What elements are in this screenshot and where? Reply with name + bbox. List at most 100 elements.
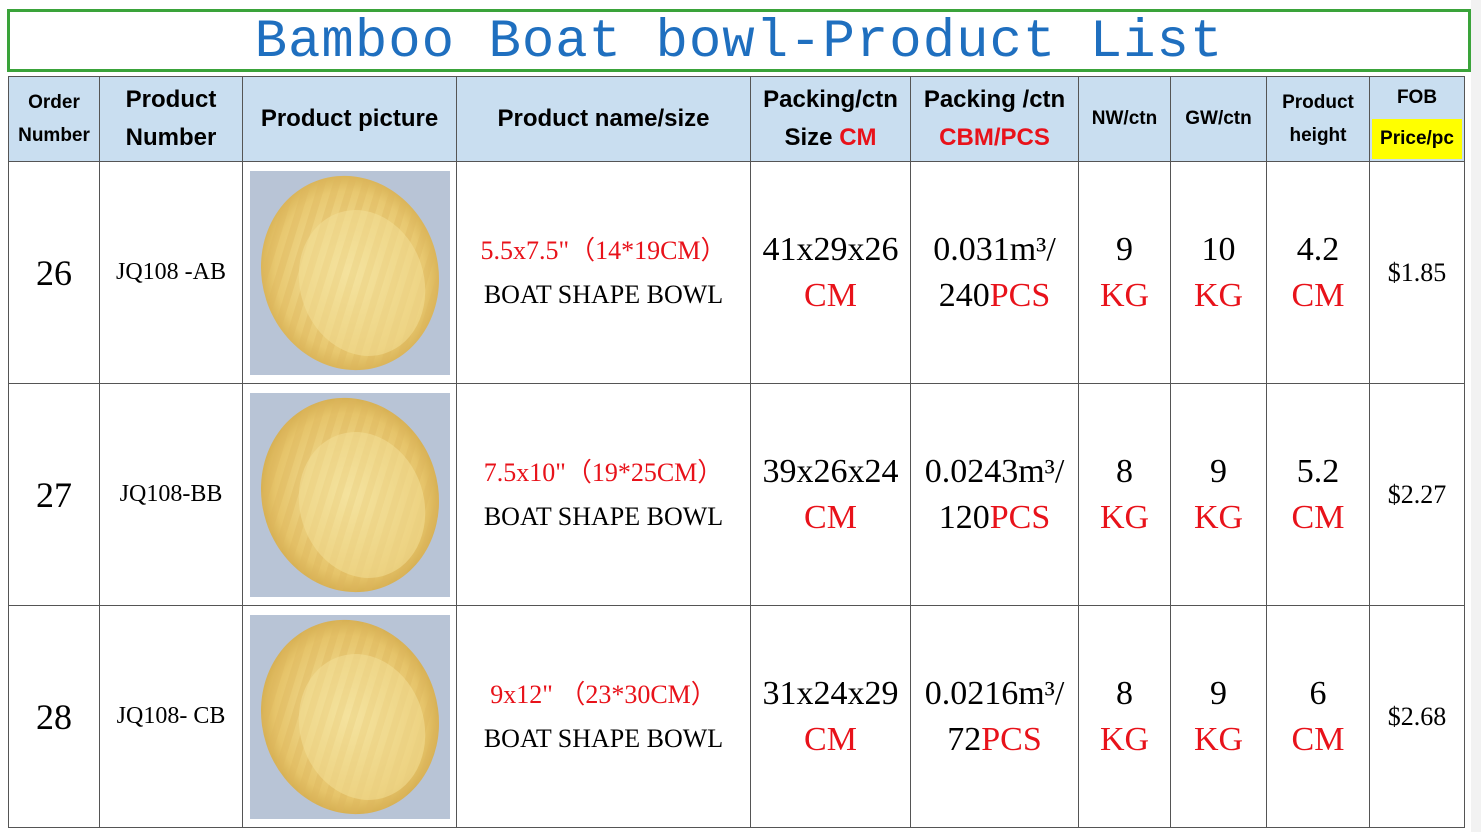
product-picture-cell [242,161,457,384]
gw-unit: KG [1193,720,1244,758]
product-desc-text: BOAT SHAPE BOWL [483,279,724,309]
header-fob: FOB Price/pc [1369,76,1465,162]
header-order-line2: Number [18,125,90,146]
price-cell: $1.85 [1369,161,1465,384]
product-size-text: 7.5x10"（19*25CM） [483,457,724,487]
header-pnum-line2: Number [125,124,217,151]
header-fob-top: FOB [1396,87,1438,108]
header-row: Order Number Product Number Product pict… [8,76,1465,162]
pcs-qty: 240 [938,276,990,314]
page-title: Bamboo Boat bowl-Product List [254,11,1224,73]
header-packing-line1: Packing/ctn [763,86,898,113]
bowl-image [249,614,450,819]
header-fob-price: Price/pc [1372,119,1462,159]
product-desc-text: BOAT SHAPE BOWL [483,501,724,531]
order-number-cell: 26 [8,161,100,384]
product-number-cell: JQ108-BB [99,383,243,606]
cbm-value-line: 0.0216m³/ [911,671,1078,717]
nw-unit: KG [1099,276,1150,314]
product-picture-cell [242,605,457,828]
sheet-edge [1471,0,1481,832]
gw-unit: KG [1193,498,1244,536]
header-packing-cbm: Packing /ctn CBM/PCS [910,76,1079,162]
gw-cell: 9 KG [1170,383,1267,606]
cbm-value: 0.0243m³/ [924,452,1065,490]
header-height-line2: height [1289,125,1347,146]
height-unit: CM [1291,720,1345,758]
height-unit: CM [1291,276,1345,314]
price-cell: $2.27 [1369,383,1465,606]
header-gw: GW/ctn [1170,76,1267,162]
height-cell: 5.2 CM [1266,383,1370,606]
table-row: 27 JQ108-BB 7.5x10"（19*25CM） [8,383,1465,606]
cbm-cell: 0.031m³/ 240PCS [910,161,1079,384]
packing-unit: CM [804,276,857,314]
gw-value: 9 [1210,452,1227,490]
gw-value: 9 [1210,674,1227,712]
product-name-cell: 9x12" （23*30CM） BOAT SHAPE BOWL [456,605,751,828]
packing-size-cell: 31x24x29 CM [750,605,911,828]
header-packing-unit: CM [839,124,877,151]
pcs-qty: 120 [938,498,990,536]
header-product-picture: Product picture [242,76,457,162]
packing-dims: 31x24x29 [762,674,899,712]
header-height-line1: Product [1282,92,1354,113]
cbm-value-line: 0.031m³/ [911,227,1078,273]
product-table: Order Number Product Number Product pict… [8,76,1465,828]
bowl-image [249,170,450,375]
header-cbm-line1: Packing /ctn [923,86,1066,113]
packing-unit: CM [804,720,857,758]
header-cbm-line2: CBM/PCS [939,124,1050,151]
pcs-qty: 72 [947,720,982,758]
product-size-text: 5.5x7.5"（14*19CM） [480,235,727,265]
header-pnum-line1: Product [125,86,217,113]
height-cell: 6 CM [1266,605,1370,828]
nw-value: 9 [1116,230,1133,268]
pcs-unit: PCS [989,498,1051,536]
nw-cell: 9 KG [1078,161,1171,384]
nw-value: 8 [1116,674,1133,712]
cbm-value-line: 0.0243m³/ [911,449,1078,495]
product-name-cell: 5.5x7.5"（14*19CM） BOAT SHAPE BOWL [456,161,751,384]
nw-unit: KG [1099,498,1150,536]
header-product-name-size: Product name/size [456,76,751,162]
pcs-line: 120PCS [911,495,1078,541]
nw-cell: 8 KG [1078,383,1171,606]
packing-size-cell: 41x29x26 CM [750,161,911,384]
cbm-value: 0.0216m³/ [924,674,1065,712]
product-desc-text: BOAT SHAPE BOWL [483,723,724,753]
pcs-unit: PCS [981,720,1042,758]
header-order-number: Order Number [8,76,100,162]
gw-cell: 9 KG [1170,605,1267,828]
title-bar: Bamboo Boat bowl-Product List [7,9,1471,72]
height-value: 4.2 [1296,230,1340,268]
packing-dims: 39x26x24 [762,452,899,490]
order-number-cell: 28 [8,605,100,828]
pcs-line: 240PCS [911,273,1078,319]
height-value: 6 [1309,674,1327,712]
price-cell: $2.68 [1369,605,1465,828]
product-number-cell: JQ108- CB [99,605,243,828]
nw-value: 8 [1116,452,1133,490]
cbm-cell: 0.0216m³/ 72PCS [910,605,1079,828]
nw-unit: KG [1099,720,1150,758]
gw-cell: 10 KG [1170,161,1267,384]
product-name-cell: 7.5x10"（19*25CM） BOAT SHAPE BOWL [456,383,751,606]
table-row: 26 JQ108 -AB 5.5x7.5"（14*19CM） [8,161,1465,384]
header-nw: NW/ctn [1078,76,1171,162]
packing-size-cell: 39x26x24 CM [750,383,911,606]
packing-dims: 41x29x26 [762,230,899,268]
packing-unit: CM [804,498,857,536]
header-packing-line2: Size CM [751,119,910,157]
nw-cell: 8 KG [1078,605,1171,828]
pcs-line: 72PCS [911,717,1078,763]
header-product-number: Product Number [99,76,243,162]
header-packing-size: Packing/ctn Size CM [750,76,911,162]
header-order-line1: Order [28,92,80,113]
bowl-image [249,392,450,597]
product-number-cell: JQ108 -AB [99,161,243,384]
height-value: 5.2 [1296,452,1340,490]
product-size-text: 9x12" （23*30CM） [490,679,717,709]
header-height: Product height [1266,76,1370,162]
cbm-cell: 0.0243m³/ 120PCS [910,383,1079,606]
